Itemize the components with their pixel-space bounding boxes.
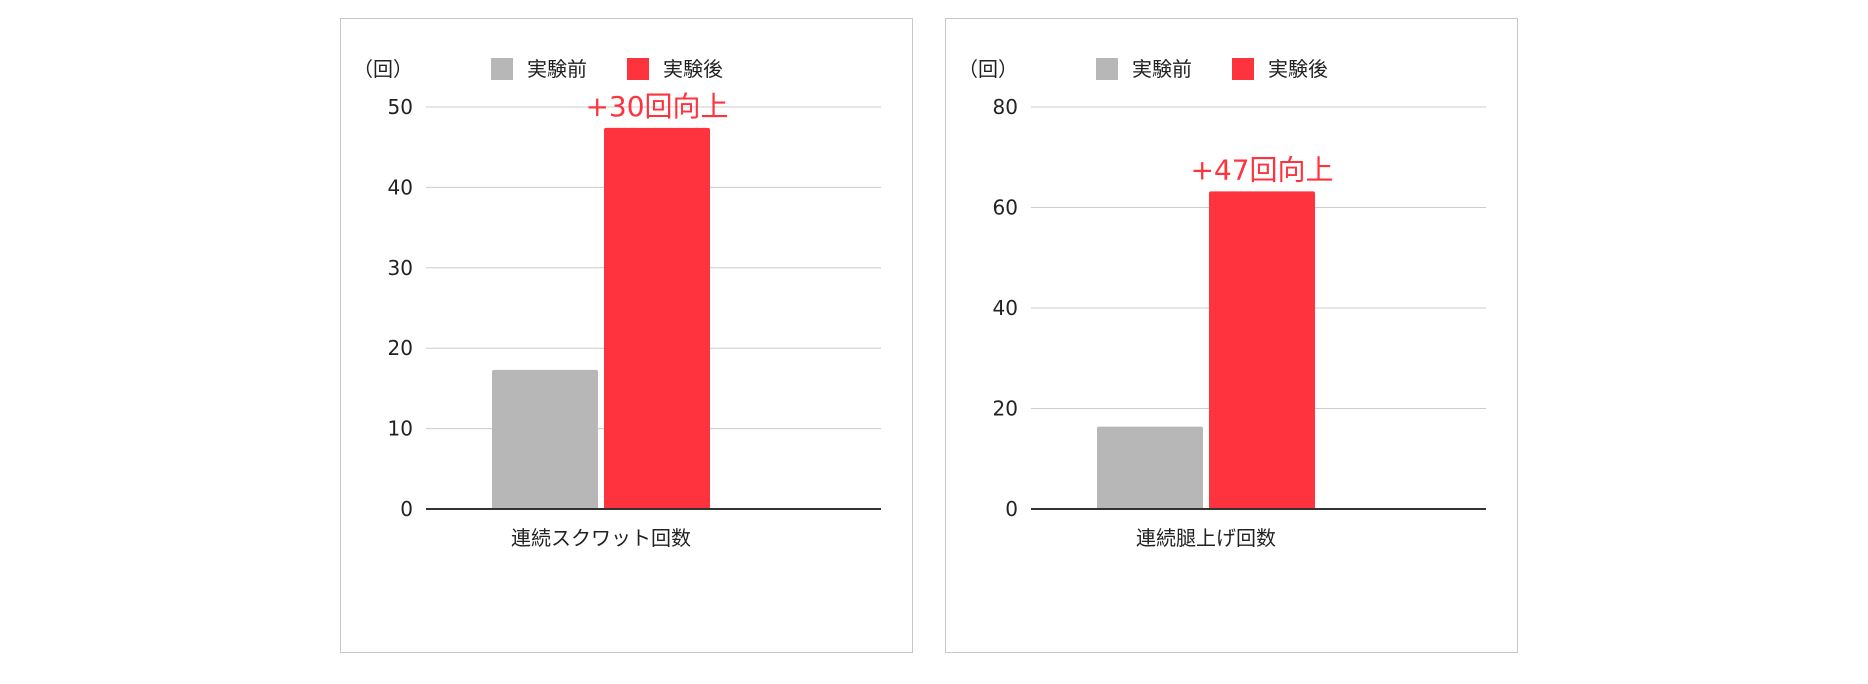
chart-panel-squat: （回） 実験前 実験後 0 10 20 30 40 50 連続スクワット回数 +30回向上 (340, 18, 913, 653)
y-tick-label: 50 (388, 95, 413, 119)
x-category-label: 連続腿上げ回数 (1136, 526, 1276, 550)
bar-1 (1209, 191, 1315, 510)
y-tick-label: 20 (388, 336, 413, 360)
y-tick-label: 40 (388, 175, 413, 199)
legend-swatch-0 (1096, 58, 1118, 80)
bar-annotation: +47回向上 (1190, 153, 1333, 186)
bar-0 (492, 369, 598, 509)
chart-svg-squat: （回） 実験前 実験後 0 10 20 30 40 50 連続スクワット回数 +30回向上 (353, 57, 881, 550)
y-tick-label: 60 (993, 196, 1018, 220)
y-unit-label: （回） (958, 57, 1018, 81)
legend-label-1: 実験後 (1268, 57, 1328, 81)
bar-0 (1097, 426, 1203, 509)
chart-svg-knee-raise: （回） 実験前 実験後 0 20 40 60 80 連続腿上げ回数 +47回向上 (958, 57, 1486, 550)
legend-label-0: 実験前 (1132, 57, 1192, 81)
legend-label-1: 実験後 (663, 57, 723, 81)
bar-annotation: +30回向上 (585, 90, 728, 123)
legend-swatch-1 (1232, 58, 1254, 80)
legend-swatch-0 (491, 58, 513, 80)
y-tick-label: 0 (1005, 497, 1018, 521)
y-tick-label: 30 (388, 256, 413, 280)
y-unit-label: （回） (353, 57, 413, 81)
y-tick-label: 40 (993, 296, 1018, 320)
legend-swatch-1 (627, 58, 649, 80)
legend-label-0: 実験前 (527, 57, 587, 81)
y-tick-label: 10 (388, 417, 413, 441)
y-tick-label: 20 (993, 397, 1018, 421)
x-category-label: 連続スクワット回数 (511, 526, 691, 550)
y-tick-label: 0 (400, 497, 413, 521)
y-tick-label: 80 (993, 95, 1018, 119)
chart-panel-knee-raise: （回） 実験前 実験後 0 20 40 60 80 連続腿上げ回数 +47回向上 (945, 18, 1518, 653)
bar-1 (604, 127, 710, 510)
